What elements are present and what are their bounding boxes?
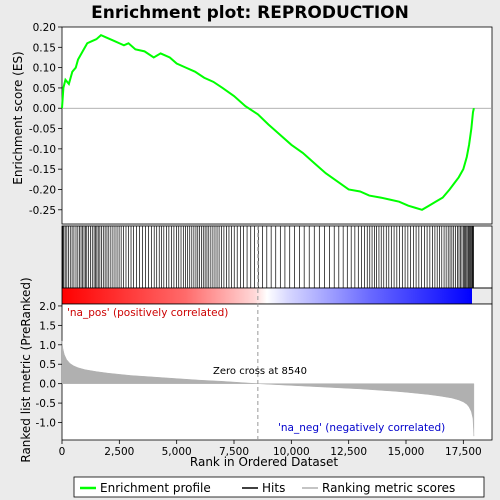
x-tick-label: 17,500 <box>445 446 482 458</box>
x-tick-label: 7,500 <box>219 446 249 458</box>
es-y-label: Enrichment score (ES) <box>11 51 25 184</box>
es-y-tick-label: 0.05 <box>33 83 56 95</box>
es-y-tick-label: 0.00 <box>33 103 56 115</box>
es-y-tick-label: -0.15 <box>29 164 56 176</box>
metric-y-tick-label: 0.0 <box>39 379 56 391</box>
pos-label: 'na_pos' (positively correlated) <box>67 307 228 319</box>
metric-y-label: Ranked list metric (PreRanked) <box>19 277 33 462</box>
x-tick-label: 0 <box>59 446 66 458</box>
x-tick-label: 5,000 <box>162 446 192 458</box>
legend-box <box>73 476 485 498</box>
metric-y-tick-label: 1.0 <box>39 340 56 352</box>
metric-y-tick-label: 1.5 <box>39 320 56 332</box>
metric-y-tick-label: -0.5 <box>36 398 57 410</box>
chart-title: Enrichment plot: REPRODUCTION <box>91 3 409 23</box>
x-tick-label: 10,000 <box>273 446 310 458</box>
hits-lines <box>61 226 474 288</box>
metric-panel <box>61 303 493 441</box>
metric-y-tick-label: 0.5 <box>39 359 56 371</box>
metric-y-axis: 2.0 1.5 1.0 0.5 0.0 -0.5 -1.0 <box>36 301 62 430</box>
x-tick-label: 15,000 <box>388 446 425 458</box>
es-y-tick-label: -0.20 <box>29 184 56 196</box>
x-axis-label: Rank in Ordered Dataset <box>190 455 338 469</box>
es-y-tick-label: 0.20 <box>33 22 56 34</box>
enrichment-profile-line <box>61 33 475 211</box>
x-axis: 0 2,500 5,000 7,500 10,000 12,500 15,000 17,500 <box>59 440 482 458</box>
legend-entry-profile: Enrichment profile <box>100 481 211 495</box>
es-y-tick-label: -0.10 <box>29 144 56 156</box>
hits-panel <box>61 225 493 289</box>
rank-color-bar <box>62 288 472 304</box>
metric-y-tick-label: -1.0 <box>36 418 57 430</box>
legend-entry-metric: Ranking metric scores <box>322 481 455 495</box>
x-tick-label: 12,500 <box>330 446 367 458</box>
es-y-axis: 0.20 0.15 0.10 0.05 0.00 -0.05 -0.10 -0.15 -0.20… <box>29 22 62 217</box>
es-y-tick-label: 0.15 <box>33 42 56 54</box>
neg-label: 'na_neg' (negatively correlated) <box>278 422 445 434</box>
ranking-metric-area <box>61 340 475 437</box>
es-y-tick-label: -0.05 <box>29 124 56 136</box>
es-y-tick-label: 0.10 <box>33 63 56 75</box>
x-tick-label: 2,500 <box>104 446 134 458</box>
es-y-tick-label: -0.25 <box>29 205 56 217</box>
es-panel <box>61 26 493 225</box>
zero-cross-label: Zero cross at 8540 <box>213 366 307 377</box>
legend-entry-hits: Hits <box>262 481 285 495</box>
metric-y-tick-label: 2.0 <box>39 301 56 313</box>
